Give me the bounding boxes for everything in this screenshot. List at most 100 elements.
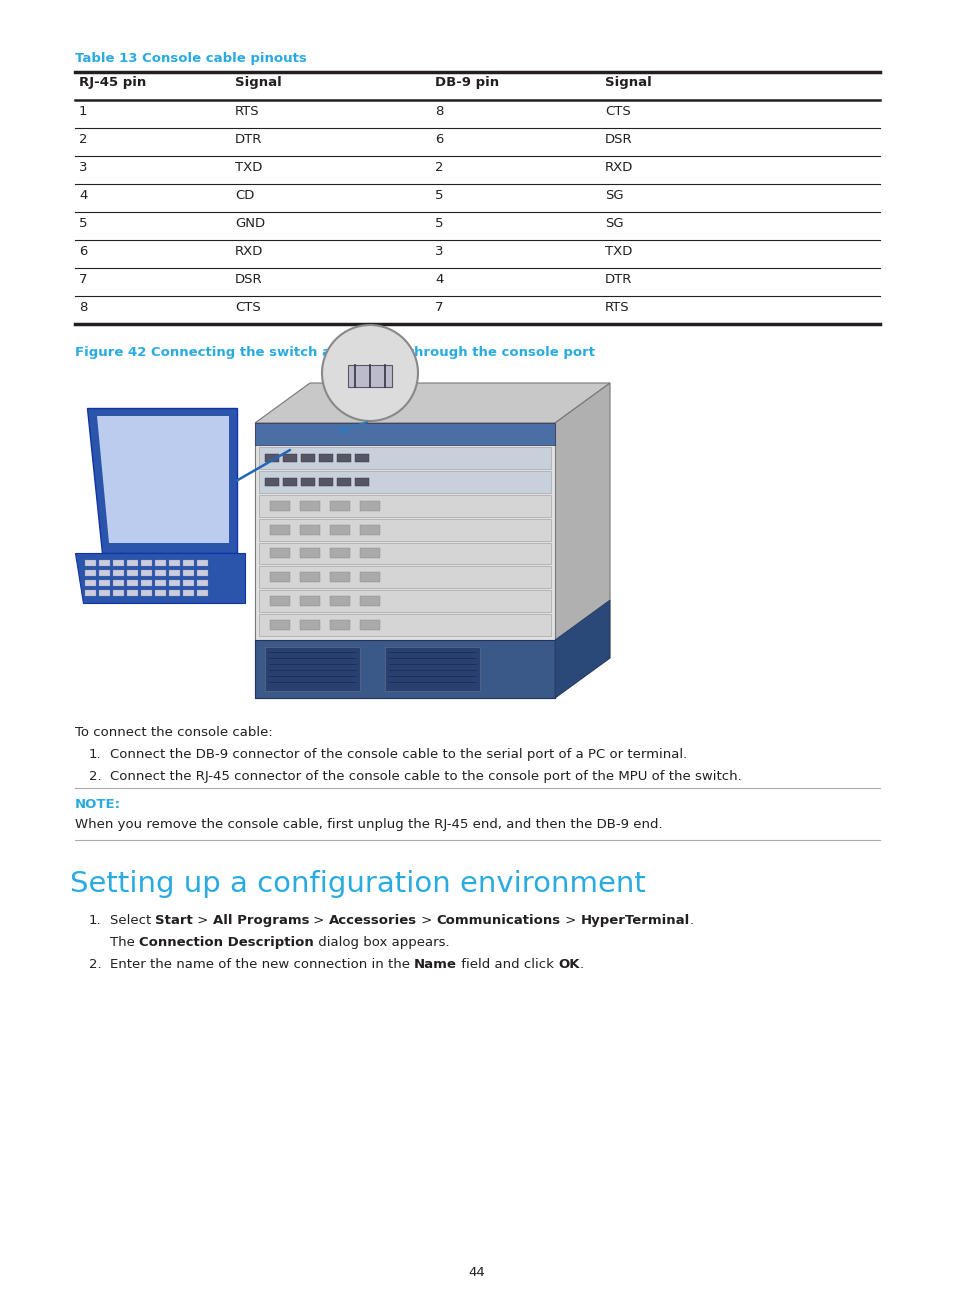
Bar (359, 548, 379, 559)
Text: .: . (689, 914, 693, 927)
Text: All Programs: All Programs (213, 914, 309, 927)
Text: DB-9 pin: DB-9 pin (435, 76, 498, 89)
Text: 2: 2 (79, 133, 88, 146)
Bar (258, 614, 551, 636)
Bar (99, 570, 110, 575)
Bar (183, 560, 193, 566)
Bar (85, 570, 96, 575)
Text: >: > (560, 914, 579, 927)
Text: 44: 44 (468, 1266, 485, 1279)
Bar (348, 365, 392, 388)
Bar (299, 573, 319, 582)
Text: .: . (579, 958, 583, 971)
Text: Figure 42 Connecting the switch and the PC through the console port: Figure 42 Connecting the switch and the … (75, 346, 595, 359)
Text: DSR: DSR (604, 133, 632, 146)
Polygon shape (254, 384, 609, 422)
Bar (318, 454, 333, 461)
Text: 3: 3 (79, 161, 88, 174)
Text: Connection Description: Connection Description (139, 936, 314, 949)
Bar (258, 447, 551, 469)
Text: 5: 5 (79, 216, 88, 229)
Bar (183, 581, 193, 586)
Bar (359, 596, 379, 607)
Text: Connect the DB-9 connector of the console cable to the serial port of a PC or te: Connect the DB-9 connector of the consol… (110, 748, 686, 761)
Bar (270, 573, 290, 582)
Bar (359, 525, 379, 534)
Text: 6: 6 (435, 133, 443, 146)
Bar (355, 454, 369, 461)
Text: Connect the RJ-45 connector of the console cable to the console port of the MPU : Connect the RJ-45 connector of the conso… (110, 770, 741, 783)
Polygon shape (87, 408, 236, 553)
Text: 6: 6 (79, 245, 88, 258)
Text: 2.: 2. (89, 770, 102, 783)
Bar (196, 590, 208, 596)
Text: 4: 4 (435, 273, 443, 286)
Polygon shape (555, 384, 609, 699)
Bar (127, 581, 138, 586)
Bar (169, 560, 180, 566)
Bar (141, 560, 152, 566)
Text: RXD: RXD (604, 161, 633, 174)
Text: Select: Select (110, 914, 155, 927)
Text: >: > (309, 914, 329, 927)
Text: CD: CD (234, 189, 254, 202)
Bar (301, 454, 314, 461)
Bar (299, 619, 319, 630)
Text: 2.: 2. (89, 958, 102, 971)
Text: 1.: 1. (89, 914, 102, 927)
Text: 8: 8 (79, 301, 88, 314)
Text: 2: 2 (435, 161, 443, 174)
Text: 5: 5 (435, 189, 443, 202)
Bar (112, 590, 124, 596)
Text: RTS: RTS (234, 105, 259, 118)
Text: OK: OK (558, 958, 579, 971)
Bar (318, 478, 333, 486)
Bar (141, 590, 152, 596)
Bar (127, 570, 138, 575)
Bar (85, 590, 96, 596)
Text: To connect the console cable:: To connect the console cable: (75, 726, 273, 739)
Bar (270, 619, 290, 630)
Bar (359, 500, 379, 511)
Ellipse shape (322, 325, 417, 421)
Text: RTS: RTS (604, 301, 629, 314)
Bar (355, 478, 369, 486)
Bar (141, 570, 152, 575)
Bar (183, 590, 193, 596)
Bar (265, 647, 359, 691)
Bar (265, 454, 278, 461)
Text: DTR: DTR (604, 273, 632, 286)
Bar (270, 500, 290, 511)
Bar (112, 560, 124, 566)
Text: RJ-45 pin: RJ-45 pin (79, 76, 146, 89)
Bar (127, 590, 138, 596)
Bar (196, 581, 208, 586)
Text: 5: 5 (435, 216, 443, 229)
Text: >: > (416, 914, 436, 927)
Bar (283, 478, 296, 486)
Bar (283, 454, 296, 461)
Bar (330, 596, 350, 607)
Bar (270, 525, 290, 534)
Text: GND: GND (234, 216, 265, 229)
Text: TXD: TXD (604, 245, 632, 258)
Text: 1: 1 (79, 105, 88, 118)
Text: Name: Name (414, 958, 456, 971)
Text: >: > (193, 914, 213, 927)
Polygon shape (254, 422, 555, 699)
Text: SG: SG (604, 216, 623, 229)
Bar (330, 573, 350, 582)
Bar (258, 590, 551, 612)
Bar (254, 640, 555, 699)
Text: NOTE:: NOTE: (75, 798, 121, 811)
Bar (336, 454, 351, 461)
Bar (154, 581, 166, 586)
Text: CTS: CTS (604, 105, 630, 118)
Bar (169, 581, 180, 586)
Text: Communications: Communications (436, 914, 560, 927)
Bar (258, 543, 551, 564)
Bar (359, 573, 379, 582)
Text: DTR: DTR (234, 133, 262, 146)
Bar (258, 470, 551, 492)
Text: Signal: Signal (604, 76, 651, 89)
